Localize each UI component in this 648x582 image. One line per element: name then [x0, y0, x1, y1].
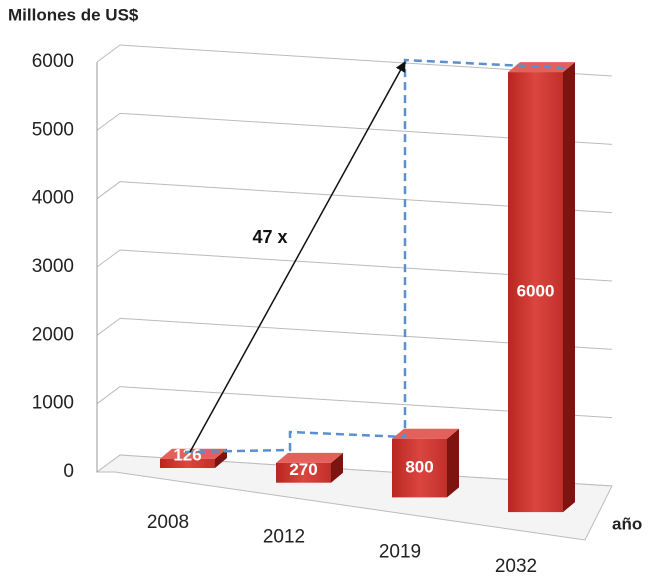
bar-top [160, 448, 227, 459]
y-tick-label: 6000 [32, 51, 74, 72]
grid-line [96, 44, 613, 77]
x-tick-label: 2008 [147, 512, 189, 533]
grid-line [96, 249, 613, 282]
y-tick-label: 4000 [32, 188, 74, 209]
bar-top [276, 452, 343, 463]
x-tick-label: 2012 [263, 527, 305, 548]
x-tick-label: 2019 [379, 541, 421, 562]
x-axis-title: año [612, 514, 642, 533]
bar [276, 462, 331, 483]
bar-side [447, 428, 459, 498]
bar-side [563, 62, 575, 513]
data-label: 126 [173, 445, 201, 464]
y-tick-label: 0 [63, 461, 74, 482]
bar-top [508, 62, 575, 73]
bar-top [392, 428, 459, 439]
x-tick-label: 2032 [495, 556, 537, 577]
bar [160, 458, 215, 468]
y-tick-label: 2000 [32, 324, 74, 345]
data-label: 6000 [517, 282, 555, 301]
bar [508, 72, 563, 513]
data-label: 270 [289, 460, 317, 479]
bar [392, 438, 447, 498]
bar-side [331, 452, 343, 483]
grid-line [96, 181, 613, 214]
y-tick-label: 1000 [32, 393, 74, 414]
bar-side [215, 448, 227, 468]
floor [95, 454, 613, 541]
y-tick-label: 5000 [32, 119, 74, 140]
data-label: 800 [405, 458, 433, 477]
growth-arrow [189, 61, 406, 453]
y-axis-title: Millones de US$ [8, 5, 139, 24]
y-tick-label: 3000 [32, 256, 74, 277]
grid-line [96, 112, 613, 145]
annotation: 47 x [252, 227, 287, 247]
grid-line [96, 386, 613, 419]
dashed-guide [184, 58, 566, 454]
grid-line [96, 317, 613, 350]
